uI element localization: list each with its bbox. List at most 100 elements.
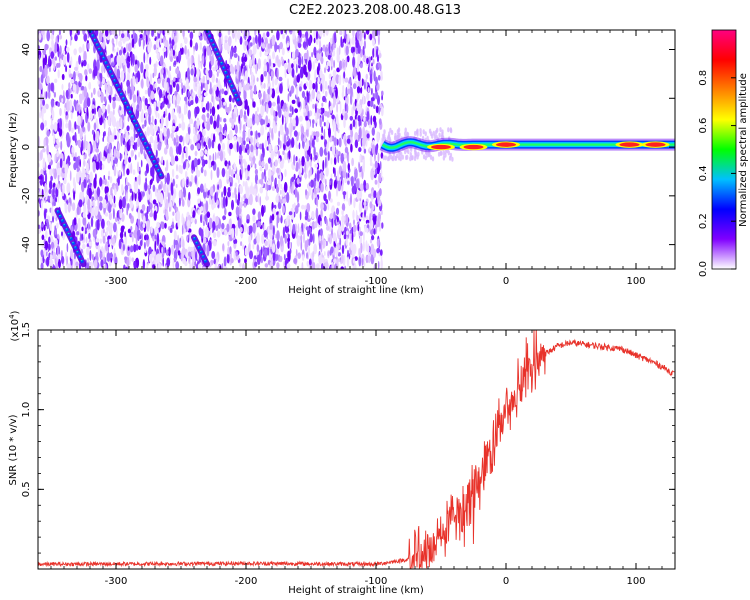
noise-speckle [65,122,69,129]
noise-speckle [40,99,43,105]
noise-speckle [64,164,69,175]
noise-speckle [206,72,209,78]
noise-speckle [210,55,215,66]
noise-speckle [132,30,135,37]
noise-speckle [108,175,110,180]
noise-speckle [97,80,100,85]
noise-speckle [376,247,381,254]
noise-speckle [267,81,271,90]
noise-speckle [365,215,369,220]
noise-speckle [244,161,248,169]
x-tick-label: -200 [235,576,258,587]
noise-speckle [310,179,314,188]
noise-speckle [270,150,275,160]
noise-speckle [124,160,128,165]
noise-speckle [172,211,175,216]
noise-speckle [352,258,356,264]
noise-speckle [272,251,276,262]
noise-speckle [152,184,156,192]
noise-speckle [292,117,296,127]
noise-speckle [243,98,248,110]
snr-series-line [38,330,675,569]
noise-speckle [257,59,261,69]
noise-speckle [227,241,230,247]
noise-speckle [156,52,160,60]
noise-speckle [344,265,347,269]
noise-speckle [227,190,231,198]
noise-speckle [352,56,356,68]
noise-speckle [267,43,271,49]
noise-speckle [138,30,142,33]
noise-speckle [224,207,227,216]
noise-speckle [183,161,186,170]
noise-speckle [290,85,295,94]
noise-speckle [116,178,119,183]
noise-speckle [99,72,102,79]
noise-speckle [72,177,76,187]
noise-speckle [178,164,182,174]
noise-speckle [255,63,258,75]
noise-speckle [203,169,207,177]
noise-speckle [332,49,336,57]
noise-speckle [144,181,148,192]
noise-speckle [364,225,367,233]
noise-speckle [104,263,107,269]
noise-speckle [126,125,130,132]
noise-speckle [277,59,281,68]
noise-speckle [51,206,54,217]
noise-speckle [79,159,81,168]
noise-speckle [298,101,301,108]
noise-speckle [193,134,198,144]
noise-speckle [358,104,362,115]
noise-speckle [194,150,198,157]
noise-speckle [135,77,138,85]
noise-speckle [256,107,259,113]
x-tick-label: -100 [365,276,388,287]
noise-speckle [42,99,45,106]
noise-speckle [219,117,222,123]
noise-speckle [131,191,134,201]
noise-speckle [337,180,342,192]
noise-speckle [363,115,366,123]
carrier-hotspot [645,142,666,147]
noise-speckle [252,37,256,46]
noise-speckle [52,215,54,223]
noise-speckle [83,202,86,215]
noise-speckle [245,169,248,180]
noise-speckle [303,232,305,244]
noise-speckle [233,53,238,58]
noise-speckle [364,209,366,218]
noise-speckle [216,104,220,110]
noise-speckle [94,65,98,77]
noise-speckle [189,181,193,187]
noise-speckle [347,180,350,185]
noise-speckle [347,83,351,89]
noise-speckle [271,101,276,107]
noise-speckle [329,105,334,111]
noise-speckle [138,191,142,203]
noise-speckle [363,40,366,49]
noise-speckle [254,30,257,37]
noise-speckle [46,220,50,230]
noise-speckle [186,219,191,228]
noise-speckle [127,42,132,52]
noise-speckle [259,50,262,57]
noise-speckle [116,151,120,159]
noise-speckle [242,61,246,67]
carrier-halo-speckle [439,150,443,156]
noise-speckle [180,42,183,49]
noise-speckle [196,170,201,178]
noise-speckle [147,205,151,212]
noise-speckle [229,130,233,141]
noise-speckle [133,243,137,253]
noise-speckle [236,60,240,73]
noise-speckle [94,107,96,115]
noise-speckle [109,238,112,245]
noise-speckle [131,102,135,108]
noise-speckle [333,179,337,189]
noise-speckle [299,226,302,237]
noise-speckle [116,54,121,65]
noise-speckle [38,181,41,189]
noise-speckle [173,230,177,241]
noise-speckle [313,135,316,140]
